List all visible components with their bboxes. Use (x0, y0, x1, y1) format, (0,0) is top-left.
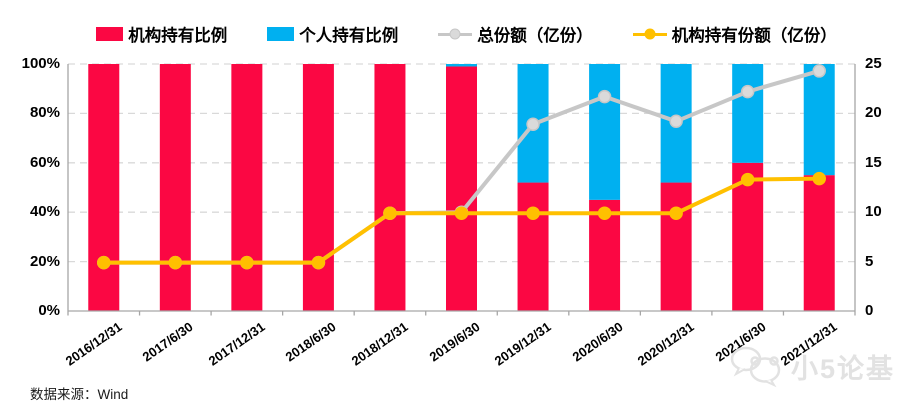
legend-line-marker-gray-icon (438, 27, 473, 41)
bar-institutional-pct (732, 162, 764, 311)
y-axis-left-tick-label: 0% (38, 302, 60, 319)
watermark-panda-bubble-icon (730, 346, 781, 388)
y-axis-right-tick-label: 20 (865, 104, 882, 122)
bar-institutional-pct (803, 175, 835, 311)
marker-institutional-shares (526, 206, 540, 220)
bar-institutional-pct (517, 182, 549, 311)
y-axis-left-tick-label: 60% (29, 153, 60, 171)
y-axis-left-tick-label: 20% (29, 252, 60, 270)
legend-label-institutional-shares: 机构持有份额（亿份） (671, 27, 837, 45)
legend-item-individual-pct: 个人持有比例 (267, 22, 398, 46)
data-source-note: 数据来源：Wind (30, 387, 129, 402)
watermark: 小5论基 (729, 344, 895, 388)
y-axis-left-tick-label: 80% (29, 104, 60, 122)
y-axis-left-tick-label: 100% (21, 55, 60, 72)
bar-individual-pct (446, 64, 477, 67)
bar-institutional-pct (446, 66, 477, 311)
marker-total-shares (740, 84, 755, 99)
marker-institutional-shares (311, 255, 326, 270)
bar-individual-pct (589, 64, 621, 200)
legend-label-institutional-pct: 机构持有比例 (128, 27, 228, 45)
marker-institutional-shares (168, 255, 183, 270)
legend-item-total-shares: 总份额（亿份） (438, 22, 593, 46)
legend-line-marker-orange-icon (632, 27, 667, 41)
legend-label-total-shares: 总份额（亿份） (477, 27, 593, 45)
bar-institutional-pct (88, 64, 120, 311)
legend-swatch-blue (267, 27, 295, 41)
bar-institutional-pct (159, 64, 191, 311)
marker-institutional-shares (97, 255, 111, 270)
legend-swatch-red (96, 27, 124, 41)
chart-legend: 机构持有比例 个人持有比例 总份额（亿份） 机构持有份额（亿份） (68, 22, 865, 46)
bar-individual-pct (803, 64, 835, 176)
y-axis-right-tick-label: 10 (865, 203, 882, 221)
y-axis-left-tick-label: 40% (29, 203, 60, 221)
legend-label-individual-pct: 个人持有比例 (299, 27, 399, 45)
watermark-text: 小5论基 (790, 353, 895, 384)
marker-total-shares (526, 117, 540, 132)
marker-institutional-shares (812, 171, 826, 186)
legend-item-institutional-pct: 机构持有比例 (96, 22, 227, 46)
bar-institutional-pct (374, 64, 406, 311)
legend-item-institutional-shares: 机构持有份额（亿份） (632, 22, 837, 46)
marker-institutional-shares (669, 206, 683, 220)
marker-total-shares (669, 114, 683, 129)
y-axis-right-tick-label: 25 (865, 55, 882, 72)
marker-institutional-shares (383, 206, 397, 220)
marker-total-shares (812, 64, 826, 78)
y-axis-right-tick-label: 5 (865, 252, 874, 270)
bar-institutional-pct (231, 64, 263, 311)
bar-individual-pct (732, 64, 764, 163)
bar-institutional-pct (302, 64, 334, 311)
marker-institutional-shares (597, 206, 612, 220)
marker-institutional-shares (454, 206, 469, 220)
marker-total-shares (597, 89, 612, 104)
y-axis-right-tick-label: 15 (865, 153, 882, 171)
marker-institutional-shares (240, 255, 254, 270)
y-axis-right-tick-label: 0 (865, 302, 874, 319)
marker-institutional-shares (740, 172, 755, 187)
bar-institutional-pct (660, 182, 692, 311)
